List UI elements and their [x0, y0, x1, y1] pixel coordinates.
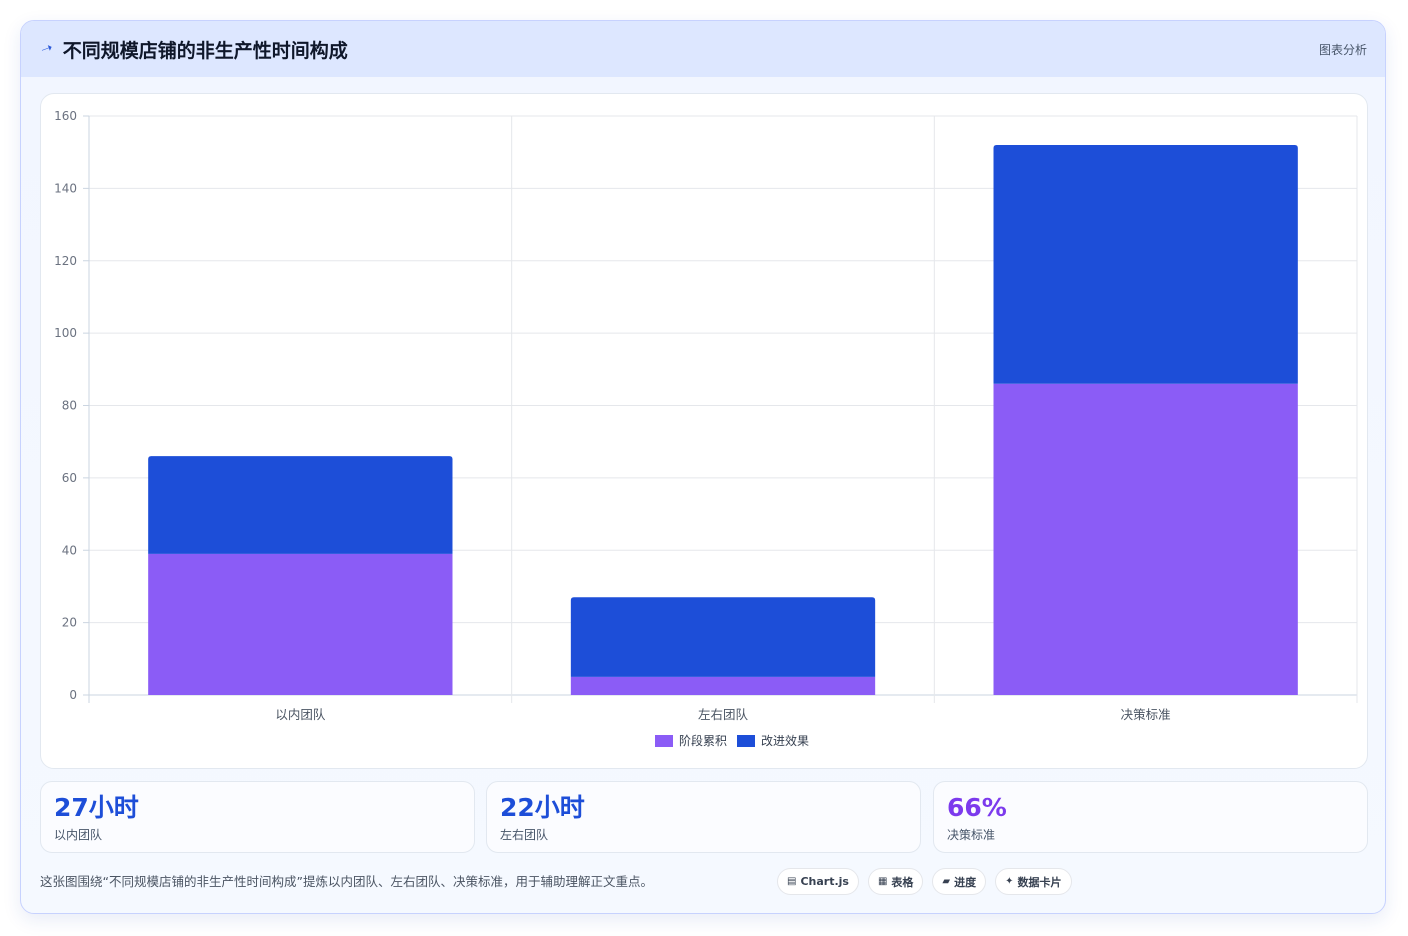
chip-label: 进度	[954, 875, 977, 889]
legend-label: 改进效果	[761, 733, 809, 748]
chip-progress[interactable]: ▰ 进度	[932, 868, 987, 895]
stat-label: 左右团队	[500, 828, 549, 842]
stat-value: 27小时	[54, 793, 139, 822]
bar-segment	[993, 383, 1298, 695]
x-tick-label: 决策标准	[1121, 707, 1171, 722]
header-tag: 图表分析	[1318, 42, 1367, 57]
bar-segment	[148, 456, 453, 554]
stat-card-2: 22小时 左右团队	[486, 781, 921, 853]
trend-icon: ➝	[38, 39, 56, 59]
progress-icon: ▰	[942, 876, 951, 887]
y-tick-label: 60	[62, 471, 77, 485]
stat-label: 以内团队	[54, 828, 103, 842]
y-tick-label: 40	[62, 543, 77, 557]
chip-data-card[interactable]: ✦ 数据卡片	[995, 868, 1072, 895]
bar-segment	[570, 676, 876, 695]
sparkle-icon: ✦	[1005, 876, 1014, 887]
legend-swatch	[655, 735, 673, 747]
chip-label: 数据卡片	[1017, 875, 1062, 889]
x-tick-label: 以内团队	[275, 707, 326, 722]
chart-card: ➝ 不同规模店铺的非生产性时间构成 图表分析 0 20 40 60 80 100 120 14…	[20, 20, 1386, 914]
y-tick-label: 0	[69, 688, 77, 702]
title-group: ➝ 不同规模店铺的非生产性时间构成	[38, 36, 348, 63]
stat-label: 决策标准	[947, 828, 996, 842]
y-tick-label: 80	[62, 399, 77, 413]
stat-card-3: 66% 决策标准	[933, 781, 1368, 853]
page-title: 不同规模店铺的非生产性时间构成	[62, 39, 348, 62]
stat-cards: 27小时 以内团队 22小时 左右团队 66% 决策标准	[40, 781, 1368, 853]
bar-segment	[993, 144, 1298, 384]
bar-segment	[570, 597, 876, 677]
footer-note: 这张图围绕“不同规模店铺的非生产性时间构成”提炼以内团队、左右团队、决策标准，用…	[40, 874, 653, 889]
stat-card-1: 27小时 以内团队	[40, 781, 475, 853]
stat-value: 66%	[947, 793, 1007, 822]
card-header: ➝ 不同规模店铺的非生产性时间构成 图表分析	[21, 21, 1385, 77]
chip-label: Chart.js	[800, 875, 849, 888]
y-tick-label: 140	[54, 181, 77, 195]
chart-icon: ▤	[787, 876, 797, 887]
chart-panel: 0 20 40 60 80 100 120 140 160 以内团队 左右团队 决策标准阶段累积 改进效…	[40, 93, 1368, 769]
y-tick-label: 160	[54, 109, 77, 123]
x-tick-label: 左右团队	[698, 707, 749, 722]
legend-label: 阶段累积	[679, 733, 727, 748]
chip-chartjs[interactable]: ▤ Chart.js	[777, 868, 859, 895]
y-tick-label: 20	[62, 616, 77, 630]
y-tick-label: 120	[54, 254, 77, 268]
bar-segment	[148, 553, 453, 695]
tag-chips: ▤ Chart.js ▦ 表格 ▰ 进度 ✦ 数据卡片	[777, 868, 1072, 895]
chip-table[interactable]: ▦ 表格	[867, 868, 924, 895]
stat-value: 22小时	[500, 793, 585, 822]
chip-label: 表格	[891, 875, 914, 889]
legend-swatch	[737, 735, 755, 747]
y-tick-label: 100	[54, 326, 77, 340]
table-icon: ▦	[877, 876, 888, 887]
